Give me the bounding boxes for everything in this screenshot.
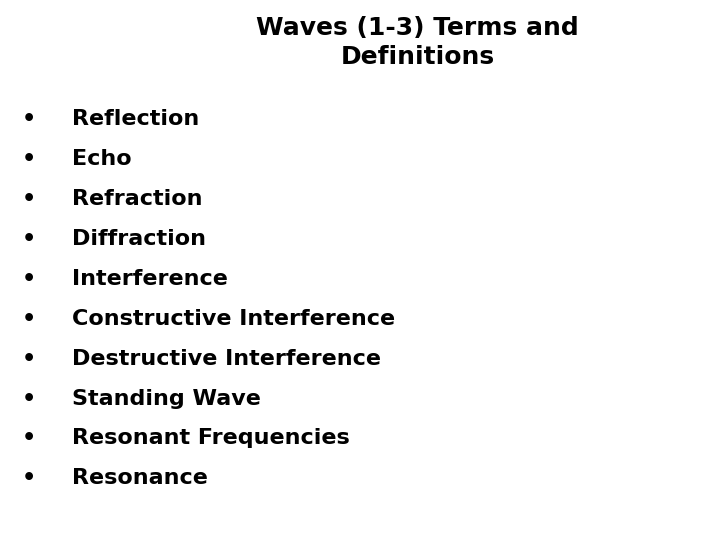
Text: Diffraction: Diffraction <box>72 228 206 249</box>
Text: Waves (1-3) Terms and
Definitions: Waves (1-3) Terms and Definitions <box>256 16 579 69</box>
Text: Echo: Echo <box>72 148 132 169</box>
Text: •: • <box>22 428 36 449</box>
Text: Refraction: Refraction <box>72 188 202 209</box>
Text: •: • <box>22 468 36 489</box>
Text: Destructive Interference: Destructive Interference <box>72 348 381 369</box>
Text: Resonant Frequencies: Resonant Frequencies <box>72 428 350 449</box>
Text: •: • <box>22 228 36 249</box>
Text: •: • <box>22 348 36 369</box>
Text: Constructive Interference: Constructive Interference <box>72 308 395 329</box>
Text: •: • <box>22 148 36 169</box>
Text: Interference: Interference <box>72 268 228 289</box>
Text: •: • <box>22 308 36 329</box>
Text: •: • <box>22 388 36 409</box>
Text: •: • <box>22 268 36 289</box>
Text: Reflection: Reflection <box>72 109 199 129</box>
Text: •: • <box>22 188 36 209</box>
Text: Standing Wave: Standing Wave <box>72 388 261 409</box>
Text: Resonance: Resonance <box>72 468 208 489</box>
Text: •: • <box>22 109 36 129</box>
